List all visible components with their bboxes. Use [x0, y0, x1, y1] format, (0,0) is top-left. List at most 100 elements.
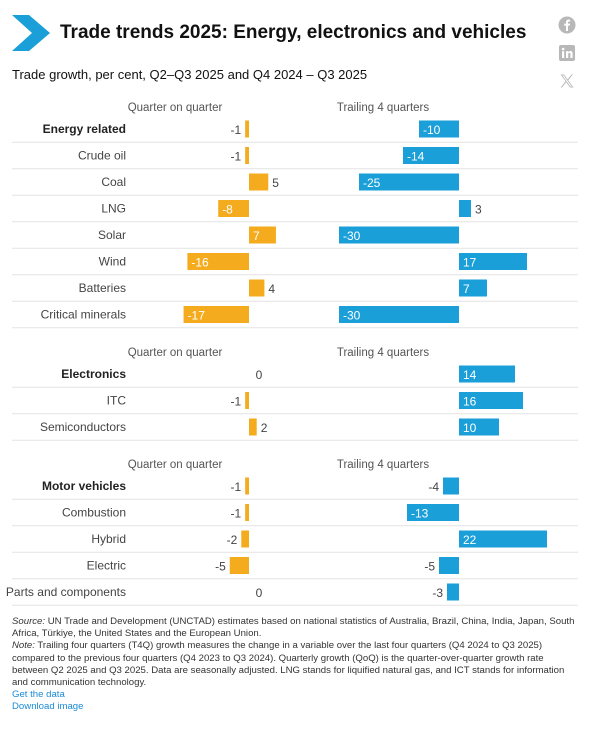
- qoq-bar: [245, 504, 249, 521]
- qoq-column-header: Quarter on quarter: [128, 459, 223, 471]
- source-text: UN Trade and Development (UNCTAD) estima…: [12, 616, 575, 640]
- footer: Source: UN Trade and Development (UNCTAD…: [12, 616, 578, 714]
- t4q-value-label: -13: [411, 507, 429, 521]
- qoq-value-label: -8: [222, 203, 233, 217]
- qoq-value-label: -1: [230, 123, 241, 137]
- t4q-value-label: 10: [463, 421, 477, 435]
- t4q-value-label: 17: [463, 256, 477, 270]
- qoq-bar: [245, 392, 249, 409]
- category-label: Solar: [98, 228, 126, 242]
- qoq-value-label: 4: [268, 282, 275, 296]
- category-label: Energy related: [43, 122, 126, 136]
- qoq-value-label: -17: [188, 309, 206, 323]
- t4q-bar: [459, 392, 523, 409]
- qoq-bar: [183, 306, 249, 323]
- t4q-value-label: -10: [423, 123, 441, 137]
- qoq-value-label: 5: [272, 176, 279, 190]
- t4q-bar: [459, 200, 471, 217]
- bar-chart: Quarter on quarter Trailing 4 quarters Ene…: [6, 102, 578, 606]
- unctad-chevron-logo: [12, 15, 50, 51]
- t4q-value-label: -3: [432, 586, 443, 600]
- chart-subtitle: Trade growth, per cent, Q2–Q3 2025 and Q…: [12, 67, 368, 82]
- qoq-bar: [245, 120, 249, 138]
- note-label: Note:: [12, 640, 35, 652]
- t4q-bar: [459, 253, 527, 270]
- t4q-bar: [443, 477, 459, 495]
- trailing-column-header: Trailing 4 quarters: [337, 459, 430, 471]
- category-label: Parts and components: [6, 585, 126, 599]
- t4q-bar: [403, 147, 459, 164]
- qoq-value-label: 2: [261, 421, 268, 435]
- qoq-value-label: 0: [256, 368, 263, 382]
- qoq-bar: [187, 253, 249, 270]
- category-label: Wind: [99, 255, 126, 269]
- qoq-column-header: Quarter on quarter: [128, 102, 223, 114]
- t4q-value-label: -30: [343, 309, 361, 323]
- qoq-value-label: -1: [230, 507, 241, 521]
- qoq-value-label: -1: [230, 395, 241, 409]
- qoq-bar: [245, 147, 249, 164]
- t4q-value-label: 7: [463, 282, 470, 296]
- t4q-bar: [459, 530, 547, 548]
- t4q-value-label: -14: [407, 150, 425, 164]
- qoq-bar: [245, 477, 249, 495]
- t4q-value-label: -5: [424, 560, 435, 574]
- qoq-value-label: -16: [191, 256, 209, 270]
- t4q-value-label: 14: [463, 368, 477, 382]
- t4q-bar: [447, 583, 459, 601]
- qoq-value-label: -1: [230, 150, 241, 164]
- t4q-value-label: -4: [428, 480, 439, 494]
- t4q-value-label: 22: [463, 533, 477, 547]
- category-label: Critical minerals: [41, 308, 126, 322]
- source-note: Source: UN Trade and Development (UNCTAD…: [12, 616, 578, 640]
- download-image-link[interactable]: Download image: [12, 701, 84, 713]
- methodology-note: Note: Trailing four quarters (T4Q) growt…: [12, 640, 578, 689]
- t4q-value-label: -30: [343, 229, 361, 243]
- category-label: Electronics: [61, 367, 126, 381]
- qoq-bar: [241, 530, 249, 548]
- qoq-bar: [249, 226, 276, 244]
- qoq-bar: [229, 557, 249, 574]
- x-icon[interactable]: [558, 72, 576, 90]
- category-label: Motor vehicles: [42, 479, 126, 493]
- qoq-column-header: Quarter on quarter: [128, 347, 223, 359]
- trailing-column-header: Trailing 4 quarters: [337, 347, 430, 359]
- t4q-bar: [419, 120, 459, 138]
- header: Trade trends 2025: Energy, electronics a…: [0, 0, 590, 88]
- t4q-value-label: 3: [475, 203, 482, 217]
- trailing-column-header: Trailing 4 quarters: [337, 102, 430, 114]
- t4q-value-label: 16: [463, 395, 477, 409]
- t4q-bar: [459, 418, 499, 436]
- t4q-bar: [359, 173, 459, 191]
- category-label: Combustion: [62, 506, 126, 520]
- get-data-link[interactable]: Get the data: [12, 689, 65, 701]
- chart-title: Trade trends 2025: Energy, electronics a…: [60, 22, 527, 43]
- t4q-bar: [439, 557, 459, 574]
- qoq-bar: [249, 173, 269, 191]
- qoq-value-label: 7: [253, 229, 260, 243]
- qoq-value-label: -2: [227, 533, 238, 547]
- source-label: Source:: [12, 616, 46, 627]
- t4q-bar: [459, 279, 487, 297]
- category-label: Electric: [87, 559, 126, 573]
- qoq-value-label: -1: [230, 480, 241, 494]
- t4q-bar: [339, 306, 459, 323]
- note-text: Trailing four quarters (T4Q) growth meas…: [12, 640, 565, 689]
- qoq-bar: [218, 200, 249, 217]
- category-label: Semiconductors: [40, 420, 126, 434]
- t4q-bar: [339, 226, 459, 244]
- category-label: Batteries: [79, 281, 126, 295]
- linkedin-icon[interactable]: [558, 44, 576, 62]
- category-label: Crude oil: [78, 149, 126, 163]
- t4q-bar: [459, 365, 515, 383]
- qoq-bar: [249, 279, 265, 297]
- category-label: Coal: [101, 175, 126, 189]
- qoq-bar: [249, 418, 257, 436]
- category-label: LNG: [101, 202, 126, 216]
- qoq-value-label: -5: [215, 560, 226, 574]
- category-label: ITC: [107, 394, 127, 408]
- t4q-bar: [407, 504, 459, 521]
- qoq-value-label: 0: [256, 586, 263, 600]
- facebook-icon[interactable]: [558, 16, 576, 34]
- t4q-value-label: -25: [363, 176, 381, 190]
